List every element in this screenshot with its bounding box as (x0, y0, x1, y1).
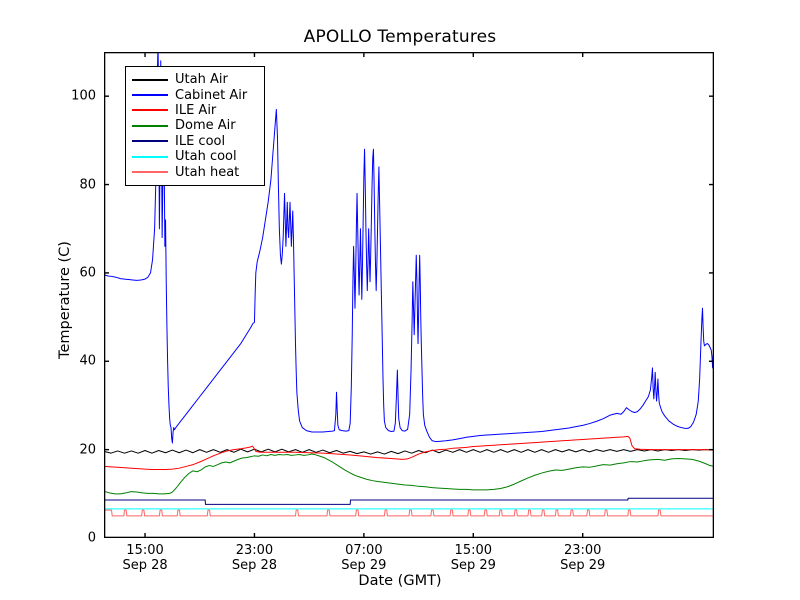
x-tick-time: 15:00 (126, 543, 164, 558)
legend-item: ILE cool (132, 134, 258, 149)
x-tick-time: 23:00 (563, 543, 602, 558)
legend-line-swatch (132, 94, 168, 97)
series-line (104, 497, 714, 505)
legend-item-label: Utah heat (175, 164, 240, 180)
legend-item: ILE Air (132, 103, 258, 118)
x-tick-time: 07:00 (345, 543, 383, 558)
legend-item-label: Utah Air (175, 72, 228, 88)
plot-svg (104, 52, 714, 538)
x-tick-date: Sep 28 (231, 558, 278, 574)
x-tick-date: Sep 29 (341, 558, 387, 574)
series-line (104, 509, 714, 517)
x-tick-label: 15:00 Sep 29 (413, 543, 533, 574)
axes-border (104, 52, 714, 538)
series-line (104, 453, 714, 495)
x-tick-label: 15:00 Sep 28 (85, 543, 205, 574)
legend-line-swatch (132, 78, 168, 81)
legend-item: Cabinet Air (132, 87, 258, 102)
y-tick-label: 20 (79, 442, 96, 458)
legend-line-swatch (132, 124, 168, 127)
legend-item-label: ILE cool (175, 133, 226, 149)
x-tick-date: Sep 29 (560, 558, 606, 574)
x-tick-label: 23:00 Sep 29 (523, 543, 643, 574)
legend-line-swatch (132, 109, 168, 112)
y-tick-label: 0 (87, 530, 96, 546)
x-tick-time: 23:00 (235, 543, 274, 558)
y-tick-label: 100 (71, 88, 96, 104)
plot-area (104, 52, 714, 538)
y-axis-label-container: Temperature (C) (14, 0, 73, 600)
y-tick-label: 80 (79, 177, 96, 193)
x-tick-date: Sep 28 (122, 558, 168, 574)
legend-item-label: ILE Air (175, 102, 217, 118)
legend-item: Utah cool (132, 149, 258, 164)
legend-item: Utah heat (132, 164, 258, 179)
chart-title: APOLLO Temperatures (303, 27, 497, 47)
series-line (104, 448, 714, 455)
y-tick-label: 60 (79, 265, 96, 281)
legend-line-swatch (132, 140, 168, 143)
axes-frame (104, 52, 714, 538)
series-group (104, 52, 714, 517)
x-axis-label: Date (GMT) (358, 573, 442, 589)
y-tick-label: 40 (79, 353, 96, 369)
legend-item-label: Utah cool (175, 149, 237, 165)
x-tick-date: Sep 29 (450, 558, 496, 574)
series-line (104, 435, 714, 471)
x-tick-time: 15:00 (454, 543, 493, 558)
y-axis-label: Temperature (C) (56, 241, 73, 359)
x-tick-label: 07:00 Sep 29 (304, 543, 424, 574)
x-tick-label: 23:00 Sep 28 (194, 543, 314, 574)
legend-item: Dome Air (132, 118, 258, 133)
legend-item-label: Cabinet Air (175, 87, 248, 103)
legend-line-swatch (132, 155, 168, 158)
legend-item: Utah Air (132, 72, 258, 87)
chart-legend: Utah Air Cabinet Air ILE Air Dome Air ILE co… (125, 66, 265, 186)
legend-item-label: Dome Air (175, 118, 236, 134)
legend-line-swatch (132, 171, 168, 174)
series-line (104, 52, 714, 444)
